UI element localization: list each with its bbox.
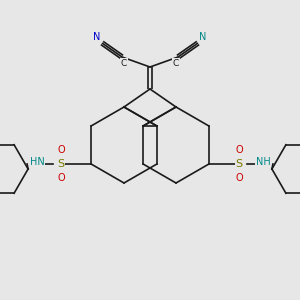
- Text: O: O: [235, 173, 243, 183]
- Text: C: C: [173, 58, 179, 68]
- Text: O: O: [235, 145, 243, 155]
- Text: NH: NH: [256, 157, 270, 167]
- Text: O: O: [57, 173, 65, 183]
- Text: N: N: [199, 32, 207, 42]
- Text: O: O: [57, 145, 65, 155]
- Text: N: N: [93, 32, 101, 42]
- Text: S: S: [58, 159, 65, 169]
- Text: C: C: [121, 58, 127, 68]
- Text: S: S: [235, 159, 242, 169]
- Text: HN: HN: [30, 157, 44, 167]
